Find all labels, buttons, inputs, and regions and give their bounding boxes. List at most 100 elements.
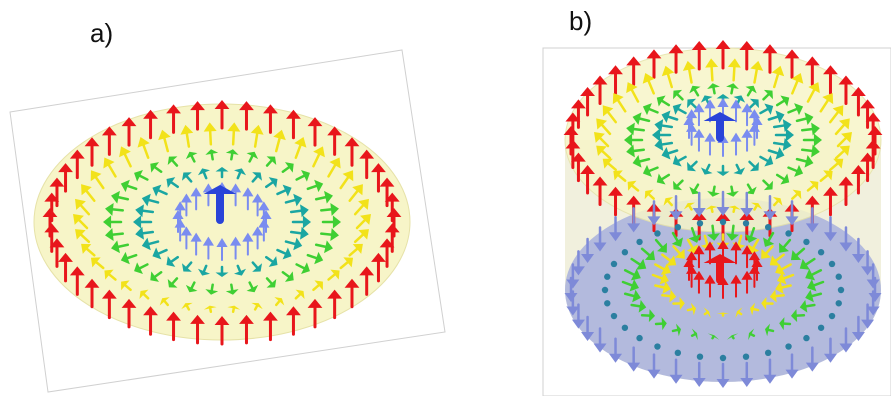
b-bottom-green-arrow-head xyxy=(630,268,641,281)
outer-arrow-head xyxy=(143,109,158,119)
b-top-outer-arrow-head xyxy=(691,41,707,51)
teal-arrow-shaft xyxy=(147,240,160,246)
b-bottom-yellow-arrow-head xyxy=(769,255,780,266)
b-top-green-arrow-head xyxy=(656,173,666,185)
b-top-yellow-arrow-head xyxy=(823,170,833,181)
b-bottom-yellow-arrow-shaft xyxy=(737,311,743,316)
teal-arrow-shaft xyxy=(157,248,168,255)
b-top-inner-arrow-head xyxy=(693,103,705,113)
yellow-arrow-head xyxy=(73,214,84,225)
b-top-outer-arrow-head xyxy=(563,126,579,135)
b-bottom-yellow-arrow-shaft xyxy=(780,284,792,289)
b-top-green-arrow-shaft xyxy=(632,148,646,153)
b-top-teal-arrow-shaft xyxy=(767,149,779,155)
b-bottom-yellow-arrow-shaft xyxy=(661,294,672,298)
b-bottom-green-arrow-shaft xyxy=(767,231,775,242)
b-bottom-yellow-arrow-head xyxy=(735,307,743,319)
green-arrow-shaft xyxy=(306,184,318,191)
yellow-arrow-shaft xyxy=(348,247,359,257)
b-bottom-inner-arrow-head xyxy=(704,274,716,284)
b-top-outer-arrow-head xyxy=(715,40,731,49)
b-bottom-yellow-arrow-head xyxy=(703,307,711,319)
yellow-arrow-head xyxy=(81,184,92,196)
outer-arrow-head xyxy=(166,104,181,114)
b-bottom-teal-dot xyxy=(674,349,682,357)
outer-arrow-head xyxy=(359,149,375,159)
b-bottom-outer-arrow-head xyxy=(669,211,683,221)
b-top-teal-arrow-head xyxy=(661,110,671,123)
b-bottom-yellow-arrow-shaft xyxy=(737,234,743,246)
b-top-yellow-arrow-shaft xyxy=(666,73,673,89)
b-top-green-arrow-shaft xyxy=(676,179,684,187)
b-top-outer-arrow-head xyxy=(739,41,755,51)
b-top-teal-arrow-head xyxy=(733,167,746,175)
yellow-arrow-shaft xyxy=(79,204,91,216)
panel-a-label: a) xyxy=(90,18,114,48)
b-bottom-green-arrow-shaft xyxy=(810,292,823,298)
b-bottom-green-arrow-shaft xyxy=(654,238,664,249)
b-bottom-green-arrow-shaft xyxy=(731,224,735,236)
yellow-arrow-shaft xyxy=(123,153,132,168)
b-bottom-yellow-arrow-head xyxy=(660,263,671,275)
green-arrow-shaft xyxy=(138,174,149,181)
b-top-green-arrow-shaft xyxy=(693,88,700,97)
b-bottom-green-arrow-head xyxy=(726,333,739,340)
b-bottom-outer-arrow-head xyxy=(785,369,799,379)
b-bottom-outer-arrow-head xyxy=(716,379,730,388)
b-top-yellow-arrow-shaft xyxy=(630,88,640,103)
b-bottom-green-arrow-shaft xyxy=(711,335,715,340)
teal-arrow-head xyxy=(141,237,151,251)
b-bottom-green-arrow-shaft xyxy=(731,335,735,340)
yellow-arrow-shaft xyxy=(355,219,366,230)
outer-arrow-head xyxy=(58,252,73,262)
outer-arrow-head xyxy=(42,208,58,217)
b-bottom-outer-arrow-head xyxy=(740,208,754,218)
b-top-green-arrow-head xyxy=(780,95,790,107)
outer-arrow-head xyxy=(44,223,60,233)
b-bottom-outer-arrow-head xyxy=(805,362,819,372)
yellow-arrow-shaft xyxy=(353,204,365,216)
outer-arrow-head xyxy=(344,278,360,288)
teal-arrow-head xyxy=(152,247,162,260)
yellow-arrow-head xyxy=(295,289,305,300)
yellow-arrow-head xyxy=(158,129,171,141)
b-bottom-green-arrow-shaft xyxy=(621,280,634,287)
center-arrow-head xyxy=(203,185,237,194)
b-top-green-arrow-head xyxy=(763,89,773,100)
b-top-green-arrow-shaft xyxy=(638,157,651,163)
teal-arrow-head xyxy=(233,268,247,276)
b-bottom-teal-dot xyxy=(764,223,772,231)
yellow-arrow-shaft xyxy=(253,304,259,311)
b-top-yellow-arrow-shaft xyxy=(601,149,612,160)
b-top-teal-arrow-shaft xyxy=(677,155,687,163)
green-arrow-head xyxy=(150,162,160,173)
yellow-arrow-shaft xyxy=(142,144,150,159)
green-arrow-shaft xyxy=(117,196,130,201)
b-bottom-green-arrow-head xyxy=(657,242,667,253)
teal-arrow-shaft xyxy=(251,261,259,269)
b-top-outer-arrow-head xyxy=(865,112,881,122)
outer-arrow-head xyxy=(386,208,402,217)
outer-arrow-head xyxy=(379,177,395,187)
b-bottom-teal-dot xyxy=(785,230,792,237)
b-top-yellow-arrow-head xyxy=(809,180,819,191)
b-top-outer-arrow-head xyxy=(608,186,623,196)
green-arrow-shaft xyxy=(295,263,306,270)
b-top-green-arrow-head xyxy=(632,112,642,125)
b-bottom-green-arrow-head xyxy=(805,268,816,281)
b-top-inner-arrow-head xyxy=(704,99,716,109)
yellow-arrow-head xyxy=(343,257,354,268)
b-bottom-yellow-arrow-head xyxy=(769,289,777,303)
b-bottom-teal-dot xyxy=(610,260,618,268)
yellow-arrow-head xyxy=(203,305,217,310)
b-bottom-green-arrow-head xyxy=(779,242,789,253)
b-bottom-yellow-arrow-head xyxy=(775,281,784,294)
b-top-yellow-arrow-head xyxy=(750,60,764,71)
yellow-arrow-shaft xyxy=(95,261,105,270)
green-arrow-shaft xyxy=(126,184,138,191)
green-arrow-shaft xyxy=(320,208,333,212)
b-bottom-teal-dot xyxy=(654,343,661,350)
b-top-teal-arrow-shaft xyxy=(772,141,786,146)
teal-arrow-head xyxy=(152,184,162,197)
b-bottom-outer-arrow-head xyxy=(609,232,623,242)
